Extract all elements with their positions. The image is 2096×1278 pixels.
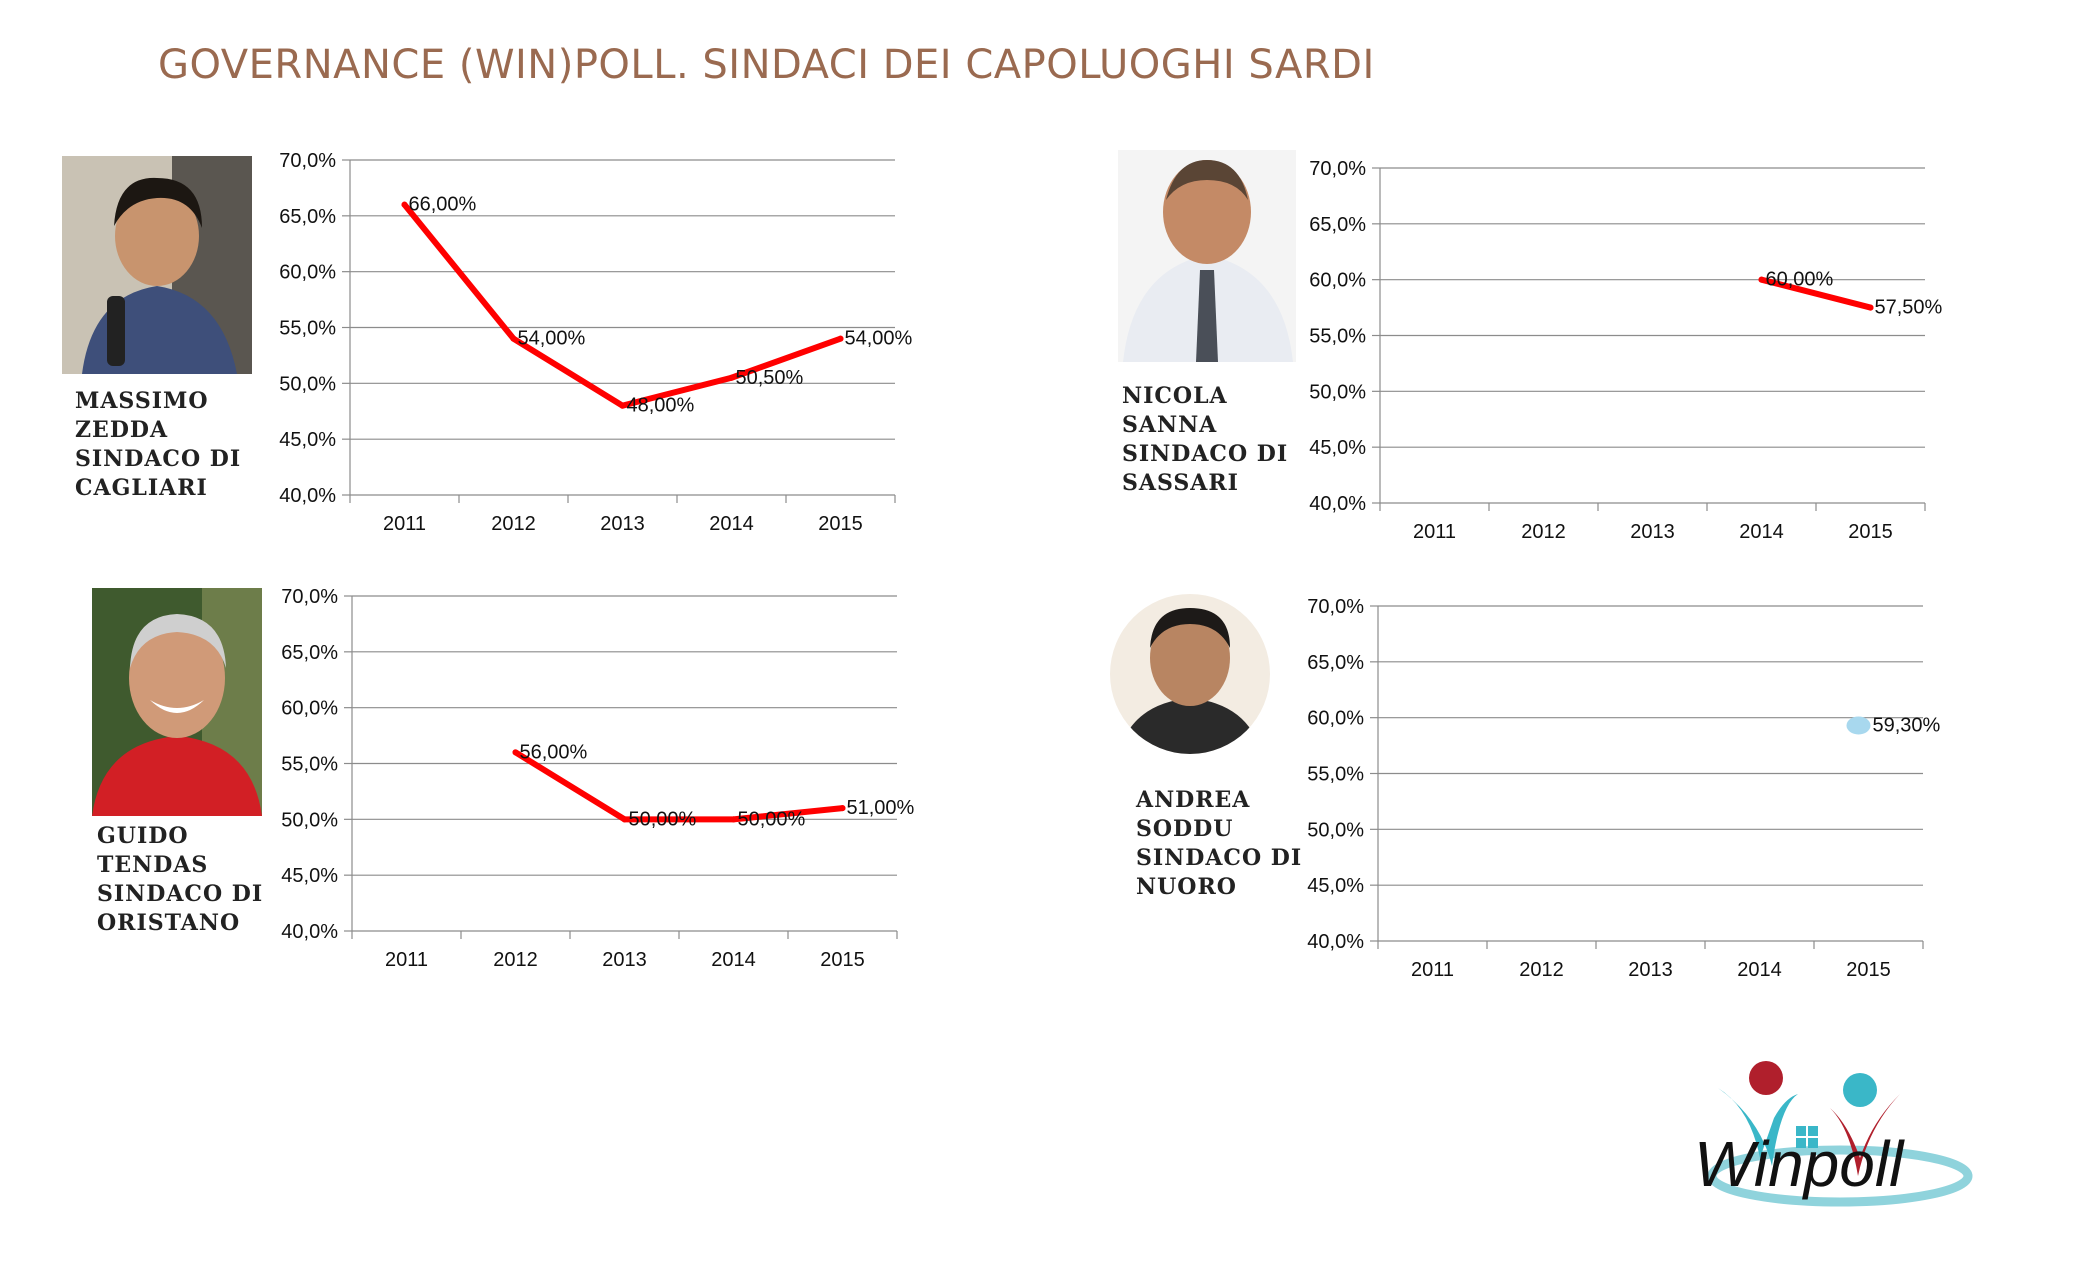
y-tick-label: 50,0% [279,373,336,395]
x-tick-label: 2012 [493,949,538,971]
mayor-photo-sassari [1118,150,1296,362]
x-tick-label: 2011 [1411,959,1454,981]
y-tick-label: 70,0% [1307,596,1364,618]
data-label: 50,00% [629,808,697,830]
y-tick-label: 45,0% [281,865,338,887]
data-point [1758,276,1765,283]
x-tick-label: 2012 [1521,521,1566,543]
data-label: 50,50% [736,367,804,389]
mayor-photo-cagliari [62,156,252,374]
y-tick-label: 55,0% [1309,326,1366,348]
x-tick-label: 2013 [602,949,647,971]
x-tick-label: 2015 [820,949,865,971]
y-tick-label: 70,0% [279,150,336,172]
series-segment [510,335,626,409]
data-label: 66,00% [409,194,477,216]
y-tick-label: 65,0% [1309,214,1366,236]
data-label: 51,00% [847,797,915,819]
y-tick-label: 40,0% [279,485,336,507]
x-tick-label: 2012 [1519,959,1564,981]
y-tick-label: 50,0% [1309,381,1366,403]
chart-oristano: 40,0% 45,0% 50,0% 55,0% 60,0% 65,0% 70,0% 2011 2… [281,586,915,971]
x-tick-label: 2014 [711,949,756,971]
y-tick-label: 60,0% [1307,708,1364,730]
y-tick-label: 65,0% [1307,652,1364,674]
page-title: GOVERNANCE (WIN)POLL. SINDACI DEI CAPOLU… [158,42,1375,88]
data-label: 54,00% [845,328,913,350]
series-segment [401,201,517,342]
y-tick-label: 65,0% [279,206,336,228]
x-tick-label: 2011 [383,513,426,535]
data-label: 56,00% [520,741,588,763]
x-tick-label: 2014 [1739,521,1784,543]
chart-sassari: 40,0% 45,0% 50,0% 55,0% 60,0% 65,0% 70,0% 2011 2… [1309,158,1943,543]
mayor-caption-oristano: GUIDO TENDAS SINDACO DI ORISTANO [97,823,264,936]
data-point [730,816,737,823]
data-point [401,201,408,208]
series-segment [512,749,628,823]
y-tick-label: 60,0% [281,698,338,720]
chart-cagliari: 40,0% 45,0% 50,0% 55,0% 60,0% 65,0% 70,0% 2011 2… [279,150,913,535]
series-segment [619,374,735,409]
x-tick-label: 2015 [818,513,863,535]
data-point [621,816,628,823]
x-tick-label: 2012 [491,513,536,535]
y-tick-label: 45,0% [279,429,336,451]
y-tick-label: 50,0% [281,809,338,831]
y-tick-label: 45,0% [1309,437,1366,459]
y-tick-label: 65,0% [281,642,338,664]
data-point [1846,716,1871,735]
x-tick-label: 2011 [1413,521,1456,543]
y-tick-label: 50,0% [1307,819,1364,841]
mayor-caption-nuoro: ANDREA SODDU SINDACO DI NUORO [1136,787,1303,900]
y-tick-label: 40,0% [281,921,338,943]
x-tick-label: 2014 [1737,959,1782,981]
data-point [728,374,735,381]
x-tick-label: 2014 [709,513,754,535]
data-point [619,402,626,409]
x-tick-label: 2013 [1630,521,1675,543]
x-tick-label: 2013 [1628,959,1673,981]
y-tick-label: 70,0% [281,586,338,608]
data-label: 57,50% [1875,297,1943,319]
y-tick-label: 55,0% [279,318,336,340]
x-tick-label: 2011 [385,949,428,971]
y-tick-label: 55,0% [281,754,338,776]
mayor-caption-sassari: NICOLA SANNA SINDACO DI SASSARI [1122,383,1289,496]
y-tick-label: 40,0% [1307,931,1364,953]
y-tick-label: 55,0% [1307,764,1364,786]
data-label: 59,30% [1873,714,1941,736]
series-segment [730,805,846,823]
chart-nuoro: 40,0% 45,0% 50,0% 55,0% 60,0% 65,0% 70,0% 2011 2… [1307,596,1941,981]
data-point [839,805,846,812]
mayor-photo-nuoro [1110,594,1270,754]
y-tick-label: 60,0% [279,262,336,284]
data-label: 50,00% [738,808,806,830]
data-point [510,335,517,342]
x-tick-label: 2013 [600,513,645,535]
y-tick-label: 60,0% [1309,270,1366,292]
data-label: 60,00% [1766,269,1834,291]
logo-text: Winpoll [1694,1128,1905,1200]
x-tick-label: 2015 [1848,521,1893,543]
data-point [512,749,519,756]
mayor-photo-oristano [92,588,262,816]
y-tick-label: 40,0% [1309,493,1366,515]
winpoll-logo: Winpoll [1694,1061,1973,1207]
mayor-caption-cagliari: MASSIMO ZEDDA SINDACO DI CAGLIARI [75,388,242,501]
y-tick-label: 70,0% [1309,158,1366,180]
data-label: 48,00% [627,395,695,417]
x-tick-label: 2015 [1846,959,1891,981]
data-point [1867,304,1874,311]
data-point [837,335,844,342]
series-segment [1758,276,1874,311]
data-label: 54,00% [518,328,586,350]
series-segment [728,335,844,381]
y-tick-label: 45,0% [1307,875,1364,897]
